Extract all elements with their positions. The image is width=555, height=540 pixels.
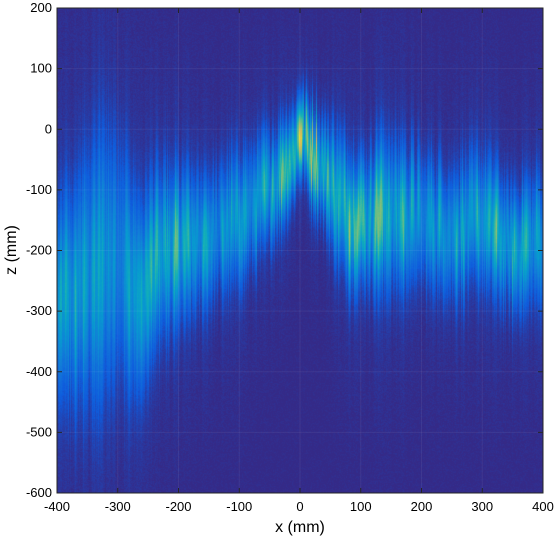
y-tick-label: -100 <box>26 182 52 197</box>
y-axis-label: z (mm) <box>3 225 20 275</box>
x-tick-label: 400 <box>532 499 554 514</box>
grid-lines <box>57 8 543 493</box>
y-tick-label: 200 <box>30 0 52 15</box>
x-tick-label: 100 <box>350 499 372 514</box>
y-tick-label: -600 <box>26 485 52 500</box>
y-tick-label: 100 <box>30 61 52 76</box>
x-tick-label: -400 <box>44 499 70 514</box>
x-axis-label: x (mm) <box>275 519 325 536</box>
x-tick-label: -100 <box>226 499 252 514</box>
x-axis-ticks: -400 -300 -200 -100 0 100 200 300 400 <box>44 8 554 514</box>
y-tick-label: -500 <box>26 424 52 439</box>
y-tick-label: -300 <box>26 303 52 318</box>
x-tick-label: 0 <box>296 499 303 514</box>
y-axis-ticks: -600 -500 -400 -300 -200 -100 0 100 200 <box>26 0 543 500</box>
x-tick-label: -200 <box>165 499 191 514</box>
x-tick-label: -300 <box>105 499 131 514</box>
y-tick-label: -400 <box>26 364 52 379</box>
y-tick-label: -200 <box>26 243 52 258</box>
heatmap-image <box>57 8 543 493</box>
y-tick-label: 0 <box>45 121 52 136</box>
x-tick-label: 200 <box>411 499 433 514</box>
x-tick-label: 300 <box>471 499 493 514</box>
